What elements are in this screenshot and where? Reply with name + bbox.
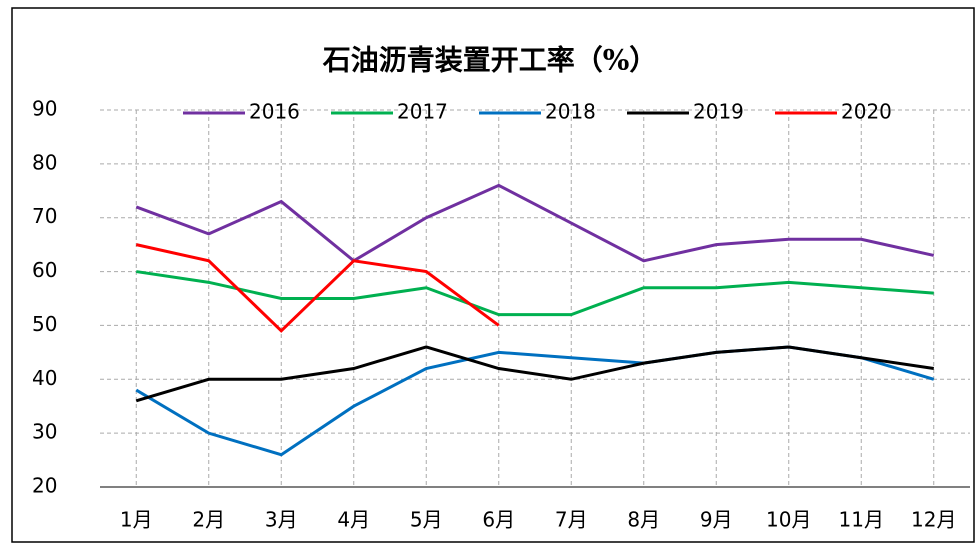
y-tick-label: 60 — [32, 258, 57, 282]
chart-frame — [11, 7, 975, 543]
x-tick-label: 2月 — [192, 508, 225, 532]
y-tick-label: 40 — [32, 366, 57, 390]
legend-label: 2017 — [397, 100, 448, 124]
x-tick-label: 8月 — [627, 508, 660, 532]
x-tick-label: 1月 — [120, 508, 153, 532]
series-line — [135, 345, 934, 403]
x-tick-label: 7月 — [555, 508, 588, 532]
x-tick-label: 3月 — [265, 508, 298, 532]
series-line — [135, 183, 935, 263]
x-tick-label: 5月 — [410, 508, 443, 532]
y-tick-label: 80 — [32, 150, 57, 174]
y-tick-label: 90 — [32, 97, 57, 121]
y-tick-label: 50 — [32, 312, 57, 336]
legend-label: 2020 — [841, 100, 892, 124]
legend-label: 2019 — [693, 100, 744, 124]
series-line — [136, 270, 934, 317]
x-tick-label: 12月 — [911, 508, 956, 532]
series-line — [135, 243, 500, 333]
series-line — [135, 345, 935, 457]
legend-label: 2018 — [545, 100, 596, 124]
y-tick-label: 20 — [32, 474, 57, 498]
x-tick-label: 10月 — [766, 508, 811, 532]
x-tick-label: 6月 — [482, 508, 515, 532]
x-tick-label: 11月 — [839, 508, 884, 532]
x-tick-label: 4月 — [337, 508, 370, 532]
x-tick-label: 9月 — [700, 508, 733, 532]
chart-title: 石油沥青装置开工率（%） — [322, 44, 658, 77]
legend-label: 2016 — [249, 100, 300, 124]
y-tick-label: 70 — [32, 204, 57, 228]
y-tick-label: 30 — [32, 420, 57, 444]
